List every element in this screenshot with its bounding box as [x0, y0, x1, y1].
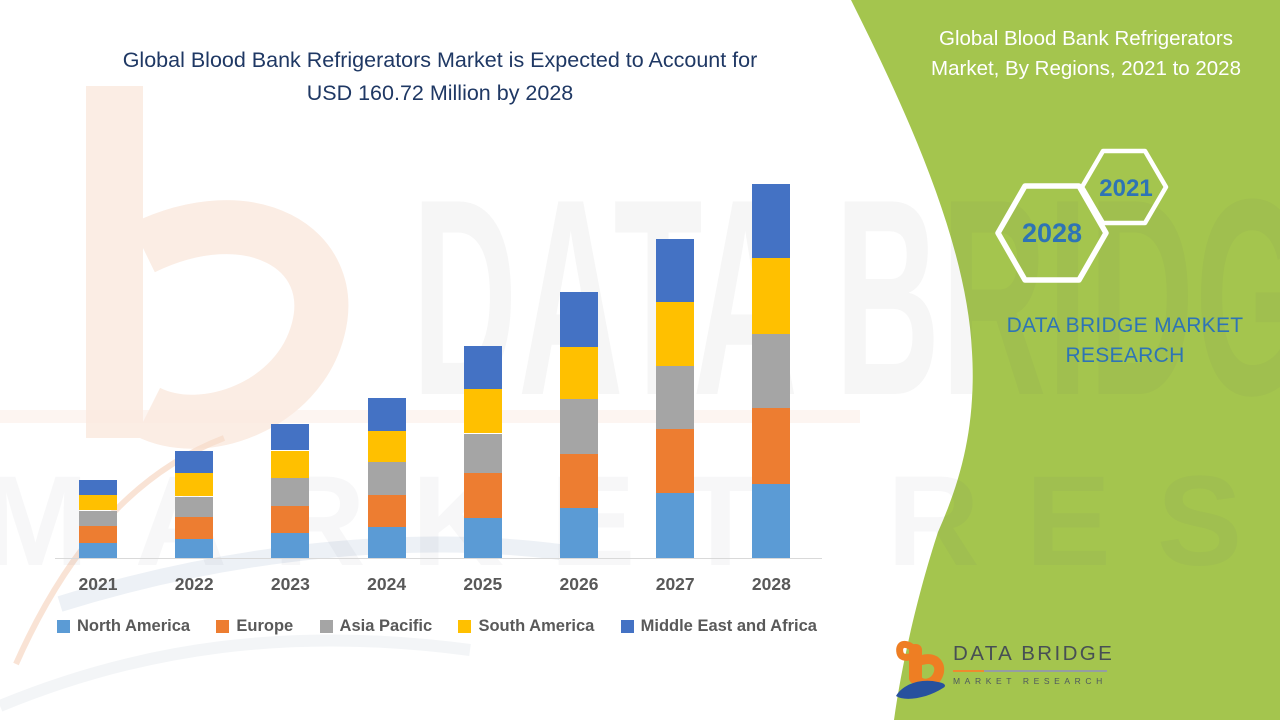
bar-segment-europe-2021 — [79, 526, 117, 543]
legend-item-europe: Europe — [216, 617, 293, 636]
x-axis-label-2021: 2021 — [78, 574, 118, 594]
bar-segment-north-america-2025 — [463, 517, 502, 559]
bar-segment-south-america-2026 — [560, 346, 598, 400]
legend-swatch-icon — [57, 620, 70, 633]
legend-item-south-america: South America — [458, 617, 594, 636]
bar-segment-europe-2022 — [175, 516, 214, 539]
bar-segment-asia-pacific-2027 — [656, 366, 695, 429]
x-axis-label-2022: 2022 — [174, 574, 214, 594]
bar-segment-middle-east-and-africa-2026 — [560, 291, 598, 347]
bar-segment-south-america-2021 — [79, 494, 117, 511]
bar-segment-north-america-2022 — [175, 538, 214, 559]
bar-segment-middle-east-and-africa-2022 — [175, 451, 214, 474]
bar-segment-south-america-2028 — [752, 258, 791, 335]
bar-segment-middle-east-and-africa-2028 — [752, 184, 791, 258]
bar-segment-south-america-2022 — [175, 473, 214, 497]
legend-item-north-america: North America — [57, 617, 190, 636]
hexagon-2021-label: 2021 — [1099, 175, 1152, 202]
side-panel-brand: DATA BRIDGE MARKET RESEARCH — [955, 311, 1280, 371]
bar-segment-north-america-2021 — [79, 542, 117, 559]
legend-label: Middle East and Africa — [640, 617, 817, 635]
legend-label: North America — [77, 617, 191, 635]
x-axis-label-2025: 2025 — [463, 574, 503, 594]
bar-segment-europe-2028 — [752, 408, 791, 485]
bar-segment-europe-2023 — [271, 506, 310, 533]
legend-label: Asia Pacific — [339, 617, 433, 635]
hexagon-2028 — [995, 183, 1109, 283]
chart-title: Global Blood Bank Refrigerators Market i… — [40, 44, 840, 111]
x-axis-label-2028: 2028 — [751, 574, 791, 594]
bar-segment-north-america-2027 — [656, 493, 695, 559]
chart-legend: North America Europe Asia Pacific South Ame… — [57, 617, 817, 636]
bar-segment-south-america-2023 — [271, 450, 310, 479]
bar-segment-north-america-2028 — [752, 484, 791, 559]
bar-segment-middle-east-and-africa-2021 — [79, 479, 117, 495]
bar-segment-middle-east-and-africa-2024 — [367, 397, 406, 431]
brand-line2: RESEARCH — [1065, 343, 1185, 367]
bar-segment-asia-pacific-2028 — [752, 334, 791, 409]
bar-segment-europe-2024 — [367, 495, 406, 527]
legend-swatch-icon — [319, 620, 333, 633]
legend-label: Europe — [236, 617, 294, 635]
bar-segment-south-america-2024 — [367, 430, 406, 463]
bar-segment-europe-2027 — [656, 428, 695, 494]
x-axis-label-2027: 2027 — [655, 574, 695, 594]
hexagon-2021 — [1079, 148, 1169, 226]
bar-segment-north-america-2023 — [271, 532, 310, 559]
dbmr-logo-mark-icon — [896, 640, 946, 699]
x-axis-label-2026: 2026 — [559, 574, 599, 594]
bar-segment-asia-pacific-2024 — [367, 462, 406, 496]
legend-item-middle-east-and-africa: Middle East and Africa — [620, 617, 817, 636]
x-axis-label-2024: 2024 — [367, 574, 407, 594]
bar-segment-asia-pacific-2023 — [271, 478, 310, 507]
bar-segment-south-america-2025 — [463, 389, 502, 434]
dbmr-logo: DATA BRIDGE MARKET RESEARCH — [893, 634, 1143, 709]
x-axis-label-2023: 2023 — [270, 574, 310, 594]
bar-segment-asia-pacific-2026 — [560, 399, 598, 454]
bar-segment-north-america-2024 — [367, 526, 406, 559]
dbmr-logo-name: DATA BRIDGE — [953, 642, 1115, 665]
bar-segment-europe-2025 — [463, 472, 502, 518]
bar-segment-asia-pacific-2021 — [79, 510, 117, 527]
bar-segment-asia-pacific-2022 — [175, 496, 214, 517]
side-panel-heading: Global Blood Bank Refrigerators Market, … — [931, 27, 1241, 80]
bar-segment-middle-east-and-africa-2027 — [656, 238, 695, 303]
x-axis-line — [55, 558, 822, 559]
bar-segment-asia-pacific-2025 — [463, 433, 502, 473]
dbmr-logo-tagline: MARKET RESEARCH — [953, 676, 1107, 686]
legend-label: South America — [478, 617, 595, 635]
chart-title-line1: Global Blood Bank Refrigerators Market i… — [122, 48, 758, 72]
dbmr-logo-rule — [953, 670, 1107, 672]
bar-segment-middle-east-and-africa-2025 — [463, 346, 502, 390]
legend-swatch-icon — [620, 620, 634, 633]
legend-swatch-icon — [216, 620, 230, 633]
legend-swatch-icon — [458, 620, 472, 633]
chart-title-line2: USD 160.72 Million by 2028 — [306, 81, 574, 106]
bar-segment-north-america-2026 — [560, 507, 598, 559]
hexagon-2028-label: 2028 — [1022, 218, 1082, 248]
brand-line1: DATA BRIDGE MARKET — [1006, 314, 1244, 337]
bar-segment-south-america-2027 — [656, 302, 695, 366]
legend-item-asia-pacific: Asia Pacific — [319, 617, 433, 636]
bar-segment-europe-2026 — [560, 453, 598, 508]
bar-segment-middle-east-and-africa-2023 — [271, 424, 310, 451]
